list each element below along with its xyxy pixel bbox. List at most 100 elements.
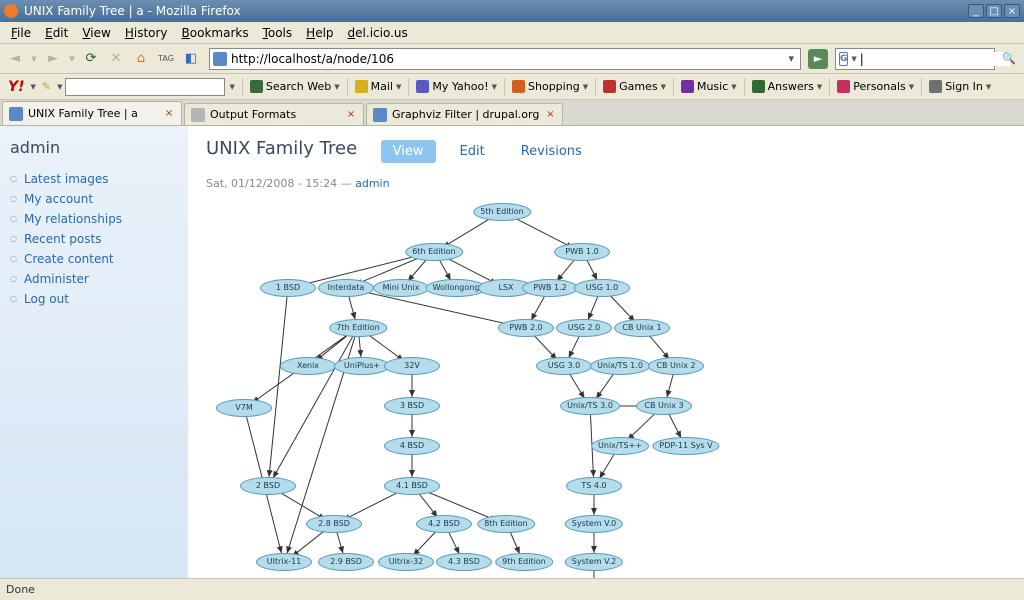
graph-node-ult11: Ultrix-11 [256, 553, 312, 571]
sidebar-item-my-account[interactable]: My account [10, 189, 178, 209]
yahoo-personals[interactable]: Personals▼ [832, 78, 919, 95]
yahoo-mail[interactable]: Mail▼ [350, 78, 407, 95]
graph-node-42bsd: 4.2 BSD [416, 515, 472, 533]
graph-node-pwb2: PWB 2.0 [498, 319, 554, 337]
graph-node-ts4: TS 4.0 [566, 477, 622, 495]
sidebar-item-my-relationships[interactable]: My relationships [10, 209, 178, 229]
yahoo-search-web[interactable]: Search Web▼ [245, 78, 345, 95]
delicious-button[interactable]: ◧ [180, 48, 202, 70]
search-bar[interactable]: G ▼ [835, 48, 995, 70]
graph-node-usg2: USG 2.0 [556, 319, 612, 337]
browser-tab[interactable]: UNIX Family Tree | a × [2, 101, 182, 125]
url-bar[interactable]: ▾ [209, 48, 801, 70]
page-tab-edit[interactable]: Edit [448, 140, 497, 163]
graph-node-inter: Interdata [318, 279, 374, 297]
tab-favicon [373, 108, 387, 122]
menu-help[interactable]: Help [299, 24, 340, 42]
maximize-button[interactable]: □ [986, 4, 1002, 18]
page-tab-revisions[interactable]: Revisions [509, 140, 594, 163]
sidebar-item-administer[interactable]: Administer [10, 269, 178, 289]
yahoo-music[interactable]: Music▼ [676, 78, 742, 95]
yahoo-shopping[interactable]: Shopping▼ [507, 78, 593, 95]
graph-node-pwb1: PWB 1.0 [554, 243, 610, 261]
yahoo-search-input[interactable] [65, 78, 225, 96]
status-text: Done [6, 583, 35, 596]
yahoo-my-yahoo-[interactable]: My Yahoo!▼ [411, 78, 502, 95]
google-icon: G [839, 52, 848, 66]
graph-node-ult32: Ultrix-32 [378, 553, 434, 571]
tab-favicon [9, 107, 23, 121]
graph-node-unipl: UniPlus+ [334, 357, 390, 375]
forward-dropdown[interactable]: ▼ [67, 48, 77, 70]
tab-close-icon[interactable]: × [345, 109, 357, 121]
pencil-icon[interactable]: ✎ [38, 80, 55, 93]
status-bar: Done [0, 578, 1024, 600]
graph-node-utspp: Unix/TS++ [591, 437, 649, 455]
reload-button[interactable]: ⟳ [80, 48, 102, 70]
graph-node-2bsd: 2 BSD [240, 477, 296, 495]
graph-node-pdp11: PDP-11 Sys V [652, 437, 719, 455]
sidebar: admin Latest imagesMy accountMy relation… [0, 126, 188, 578]
graph-node-6th: 6th Edition [405, 243, 463, 261]
sidebar-item-create-content[interactable]: Create content [10, 249, 178, 269]
graph-node-4bsd: 4 BSD [384, 437, 440, 455]
menu-tools[interactable]: Tools [256, 24, 300, 42]
menu-history[interactable]: History [118, 24, 175, 42]
page-tab-view[interactable]: View [381, 140, 436, 163]
yahoo-sign-in[interactable]: Sign In▼ [924, 78, 996, 95]
url-input[interactable] [231, 52, 785, 66]
minimize-button[interactable]: _ [968, 4, 984, 18]
graph-node-32v: 32V [384, 357, 440, 375]
sidebar-title: admin [10, 138, 178, 157]
go-button[interactable]: ► [808, 49, 828, 69]
yahoo-logo-dropdown[interactable]: ▼ [31, 83, 36, 91]
meta-date: Sat, 01/12/2008 - 15:24 — [206, 177, 355, 190]
graph-node-7th: 7th Edition [329, 319, 387, 337]
graph-node-uts3: Unix/TS 3.0 [560, 397, 620, 415]
back-dropdown[interactable]: ▼ [29, 48, 39, 70]
graph-node-1bsd: 1 BSD [260, 279, 316, 297]
tab-close-icon[interactable]: × [163, 108, 175, 120]
menu-delicious[interactable]: del.icio.us [341, 24, 415, 42]
stop-button[interactable]: ✕ [105, 48, 127, 70]
tab-close-icon[interactable]: × [544, 109, 556, 121]
sidebar-item-log-out[interactable]: Log out [10, 289, 178, 309]
graph-node-usg1: USG 1.0 [574, 279, 630, 297]
tag-button[interactable]: TAG [155, 48, 177, 70]
tab-label: Output Formats [210, 108, 340, 121]
graph-node-29bsd: 2.9 BSD [318, 553, 374, 571]
graph-node-sv0: System V.0 [565, 515, 623, 533]
yahoo-logo[interactable]: Y! [4, 79, 29, 95]
graph-node-8th: 8th Edition [477, 515, 535, 533]
search-button[interactable]: 🔍 [998, 48, 1020, 70]
forward-button[interactable]: ► [42, 48, 64, 70]
yahoo-toolbar: Y! ▼ ✎ ▼ ▼ Search Web▼ Mail▼My Yahoo!▼ Sho… [0, 74, 1024, 100]
search-engine-dropdown[interactable]: ▼ [851, 55, 856, 63]
yahoo-games[interactable]: Games▼ [598, 78, 671, 95]
site-favicon [213, 52, 227, 66]
post-meta: Sat, 01/12/2008 - 15:24 — admin [206, 177, 1006, 190]
close-button[interactable]: × [1004, 4, 1020, 18]
menu-file[interactable]: File [4, 24, 38, 42]
home-button[interactable]: ⌂ [130, 48, 152, 70]
search-input[interactable] [860, 52, 1010, 66]
browser-tab[interactable]: Output Formats × [184, 103, 364, 125]
back-button[interactable]: ◄ [4, 48, 26, 70]
browser-tab[interactable]: Graphviz Filter | drupal.org× [366, 103, 563, 125]
yahoo-search-dropdown[interactable]: ▼ [227, 83, 238, 91]
menu-view[interactable]: View [75, 24, 117, 42]
graph-node-9th: 9th Edition [495, 553, 553, 571]
yahoo-answers[interactable]: Answers▼ [747, 78, 828, 95]
sidebar-item-latest-images[interactable]: Latest images [10, 169, 178, 189]
window-title: UNIX Family Tree | a - Mozilla Firefox [24, 4, 241, 18]
meta-author-link[interactable]: admin [355, 177, 389, 190]
url-dropdown[interactable]: ▾ [785, 52, 797, 65]
graph-node-xenix: Xenix [280, 357, 336, 375]
graph-node-pwb12: PWB 1.2 [522, 279, 578, 297]
tab-label: UNIX Family Tree | a [28, 107, 158, 120]
graph-node-v7m: V7M [216, 399, 272, 417]
sidebar-item-recent-posts[interactable]: Recent posts [10, 229, 178, 249]
pencil-dropdown[interactable]: ▼ [57, 83, 62, 91]
menu-edit[interactable]: Edit [38, 24, 75, 42]
menu-bookmarks[interactable]: Bookmarks [175, 24, 256, 42]
